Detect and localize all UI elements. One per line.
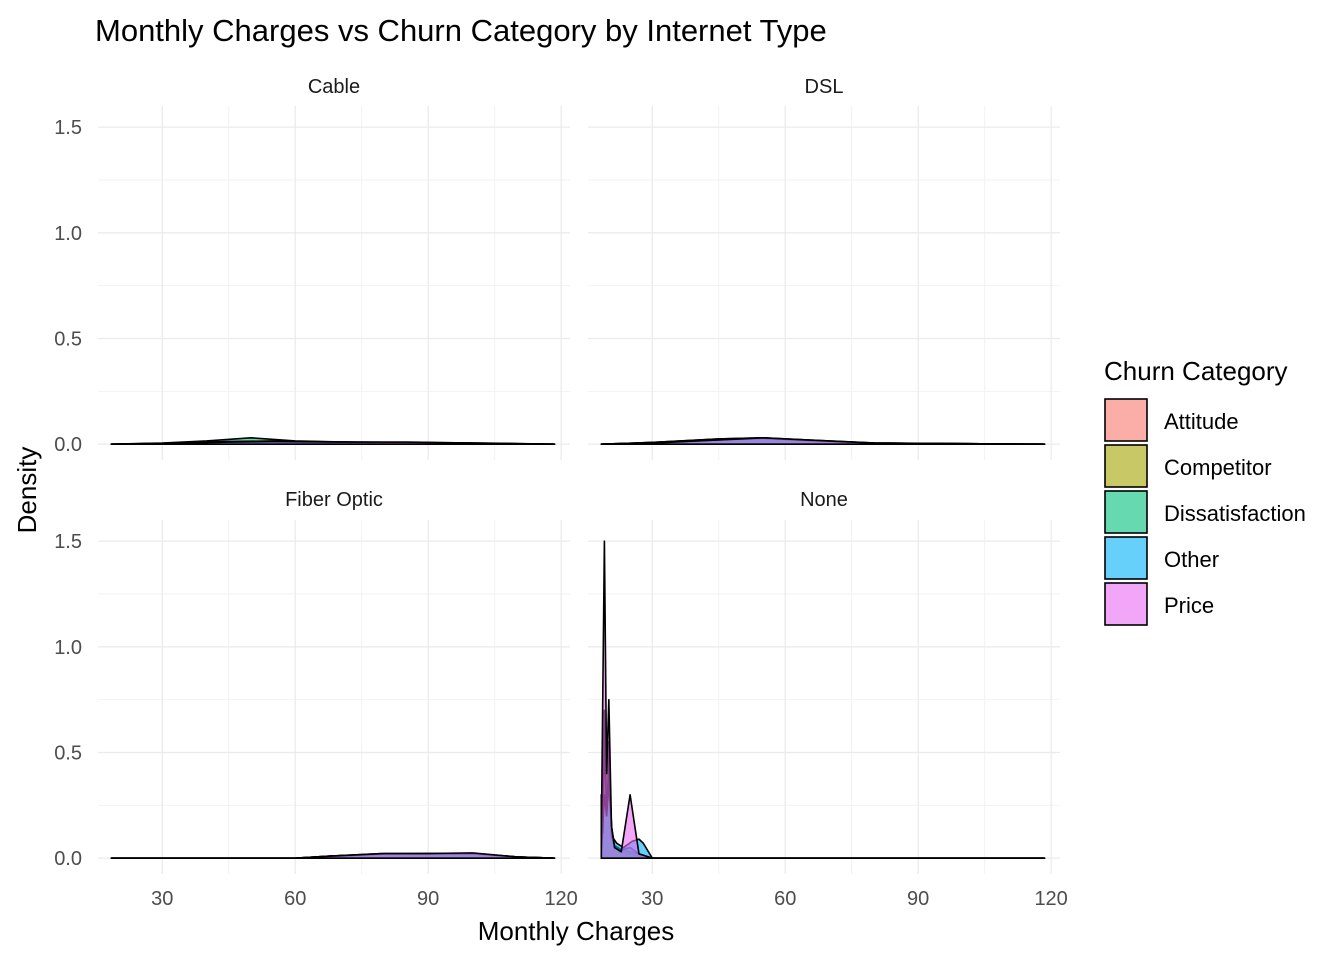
- density-none-attitude: [600, 709, 1046, 859]
- y-tick-label: 1.0: [54, 637, 82, 659]
- legend-swatch: [1104, 582, 1148, 626]
- panel-cable: Cable 0.0 0.5 1.0 1.5: [54, 76, 570, 460]
- density-none-price: [600, 540, 1046, 859]
- y-tick-label: 1.5: [54, 531, 82, 553]
- legend-item-price: Price: [1104, 582, 1214, 626]
- legend-swatch: [1104, 444, 1148, 488]
- density-none-dissatisfaction: [600, 730, 1046, 859]
- facet-label-cable: Cable: [308, 76, 360, 98]
- density-dsl-price: [600, 437, 1046, 445]
- y-tick-label: 0.5: [54, 742, 82, 764]
- y-tick-label: 0.0: [54, 848, 82, 870]
- x-tick-label: 90: [417, 888, 439, 910]
- panel-none: None 30 60 90 120: [588, 489, 1068, 910]
- legend-item-competitor: Competitor: [1104, 444, 1272, 488]
- x-tick-label: 120: [544, 888, 577, 910]
- x-tick-label: 120: [1034, 888, 1067, 910]
- density-fiber-optic-price: [110, 852, 556, 859]
- legend-title: Churn Category: [1104, 356, 1288, 386]
- density-none-competitor: [600, 730, 1046, 859]
- x-tick-label: 60: [774, 888, 796, 910]
- y-tick-label: 0.5: [54, 328, 82, 350]
- y-tick-label: 0.0: [54, 434, 82, 456]
- legend-label: Dissatisfaction: [1164, 501, 1306, 526]
- y-tick-label: 1.0: [54, 223, 82, 245]
- x-axis-label: Monthly Charges: [478, 916, 675, 946]
- legend-item-other: Other: [1104, 536, 1219, 580]
- legend-swatch: [1104, 536, 1148, 580]
- legend-label: Competitor: [1164, 455, 1272, 480]
- facet-label-dsl: DSL: [805, 76, 844, 98]
- legend: Churn Category Attitude Competitor Dissati…: [1104, 356, 1306, 626]
- x-tick-label: 30: [151, 888, 173, 910]
- y-tick-label: 1.5: [54, 117, 82, 139]
- panels: Cable 0.0 0.5 1.0 1.5 DSL Fiber Optic 0.0 0.5 1.0…: [54, 76, 1068, 910]
- legend-label: Attitude: [1164, 409, 1239, 434]
- x-tick-label: 90: [907, 888, 929, 910]
- legend-swatch: [1104, 398, 1148, 442]
- x-tick-label: 30: [641, 888, 663, 910]
- density-cable-price: [110, 440, 556, 445]
- x-tick-label: 60: [284, 888, 306, 910]
- facet-label-fiber-optic: Fiber Optic: [285, 489, 383, 511]
- y-axis-label: Density: [12, 447, 42, 534]
- panel-dsl: DSL: [588, 76, 1060, 460]
- legend-item-dissatisfaction: Dissatisfaction: [1104, 490, 1306, 534]
- density-none-other: [600, 783, 1046, 859]
- legend-label: Other: [1164, 547, 1219, 572]
- legend-item-attitude: Attitude: [1104, 398, 1239, 442]
- facet-label-none: None: [800, 489, 848, 511]
- panel-fiber-optic: Fiber Optic 0.0 0.5 1.0 1.5 30 60 90 120: [54, 489, 578, 910]
- legend-label: Price: [1164, 593, 1214, 618]
- legend-swatch: [1104, 490, 1148, 534]
- chart-title: Monthly Charges vs Churn Category by Int…: [95, 13, 827, 48]
